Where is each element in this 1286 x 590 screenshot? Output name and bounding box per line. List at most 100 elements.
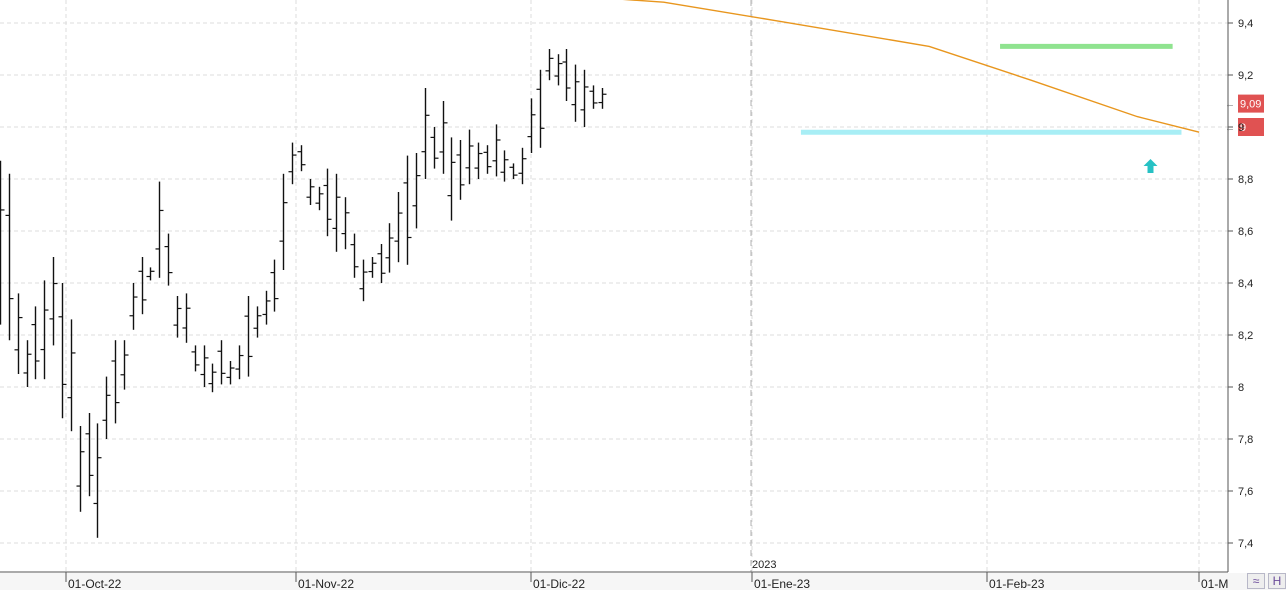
y-tick-label: 7,8: [1238, 434, 1253, 446]
price-bar: [323, 168, 332, 237]
x-tick-label: 01-Oct-22: [68, 577, 122, 590]
price-bar: [306, 179, 315, 205]
price-bar: [14, 293, 23, 374]
price-bar: [545, 49, 554, 81]
price-bar: [155, 181, 164, 278]
price-bar: [40, 280, 49, 380]
pointer-icon: ←: [1225, 123, 1235, 134]
price-bar: [253, 306, 262, 338]
price-bar: [67, 319, 76, 432]
price-bar: [164, 233, 173, 286]
x-axis-strip: [0, 573, 1286, 590]
y-tick-label: 7,6: [1238, 486, 1253, 498]
price-bar: [403, 155, 412, 265]
price-bar: [377, 244, 386, 283]
moving-average-line: [622, 0, 1200, 133]
y-tick-label: 8,6: [1238, 226, 1253, 238]
x-tick-label: 01-Ene-23: [754, 577, 810, 590]
y-tick-label: 9: [1238, 122, 1244, 134]
x-axis: 01-Oct-22 01-Nov-22 01-Dic-22 01-Ene-23 01-F…: [0, 559, 1286, 590]
level-label: 9: [1240, 122, 1246, 134]
price-bar: [315, 186, 324, 211]
price-bar: [536, 69, 545, 148]
y-tick-label: 9,4: [1238, 18, 1253, 30]
price-bar: [430, 127, 439, 169]
y-tick-label: 8,2: [1238, 330, 1253, 342]
price-bar: [412, 153, 421, 229]
y-tick-label: 7,4: [1238, 538, 1253, 550]
price-bar: [571, 64, 580, 122]
price-bar: [191, 345, 200, 372]
price-bar: [332, 173, 341, 252]
price-bar: [244, 296, 253, 377]
price-bar: [208, 363, 217, 393]
price-bar: [146, 267, 155, 281]
price-bar: [111, 340, 120, 424]
price-bar: [31, 306, 40, 380]
price-bar: [421, 88, 430, 179]
price-bar: [58, 283, 67, 419]
price-bar: [465, 129, 474, 185]
price-bar: [350, 233, 359, 278]
price-bar: [129, 283, 138, 330]
last-price-label-bg: [1238, 94, 1264, 113]
price-bar: [580, 69, 589, 127]
x-tick-label: 01-M: [1201, 577, 1228, 590]
price-bar: [0, 160, 5, 325]
h-icon[interactable]: H: [1268, 573, 1286, 589]
grid: [0, 0, 1228, 572]
price-bar: [492, 124, 501, 177]
zigzag-icon[interactable]: ≈: [1247, 573, 1265, 589]
price-bar: [226, 361, 235, 385]
price-bar: [120, 340, 129, 390]
price-bar: [439, 101, 448, 174]
price-bar: [474, 142, 483, 179]
price-bar: [85, 413, 94, 497]
price-bar: [562, 49, 571, 101]
price-bar: [270, 259, 279, 312]
y-tick-label: 8,8: [1238, 174, 1253, 186]
price-bar: [279, 173, 288, 270]
annotations: 9,09 ← 9 ←: [1143, 94, 1264, 173]
x-tick-label: 01-Dic-22: [533, 577, 585, 590]
price-bar: [447, 137, 456, 221]
price-bars: [0, 49, 607, 538]
x-tick-label: 01-Nov-22: [298, 577, 354, 590]
price-bar: [297, 145, 306, 172]
year-label: 2023: [752, 559, 776, 571]
price-bar: [102, 376, 111, 439]
price-bar: [5, 173, 14, 341]
price-bar: [182, 293, 191, 343]
price-bar: [235, 345, 244, 380]
y-tick-label: 8: [1238, 382, 1244, 394]
price-bar: [23, 340, 32, 387]
price-bar: [589, 85, 598, 109]
price-bar: [368, 257, 377, 278]
price-bar: [262, 290, 271, 325]
price-bar: [49, 257, 58, 346]
y-axis: 9,4 9,2 9 8,8 8,6 8,4 8,2 8 7,8 7,6 7,4: [1227, 0, 1253, 572]
price-bar: [385, 223, 394, 273]
price-bar: [217, 340, 226, 385]
price-bar: [394, 192, 403, 263]
price-bar: [456, 140, 465, 200]
price-bar: [76, 426, 85, 512]
x-tick-label: 01-Feb-23: [989, 577, 1045, 590]
y-tick-label: 8,4: [1238, 278, 1253, 290]
price-bar: [509, 163, 518, 179]
price-bar: [518, 147, 527, 185]
last-price-label: 9,09: [1240, 99, 1261, 111]
price-bar: [200, 345, 209, 387]
level-label-bg: [1238, 118, 1264, 136]
price-bar: [527, 98, 536, 153]
pointer-icon: ←: [1225, 100, 1235, 111]
price-bar: [288, 142, 297, 185]
moving-average: [622, 0, 1200, 133]
price-bar: [93, 423, 102, 538]
price-bar: [598, 88, 607, 109]
price-bar: [500, 150, 509, 182]
price-bar: [359, 259, 368, 302]
price-bar: [138, 257, 147, 315]
up-arrow-icon: [1143, 159, 1158, 173]
